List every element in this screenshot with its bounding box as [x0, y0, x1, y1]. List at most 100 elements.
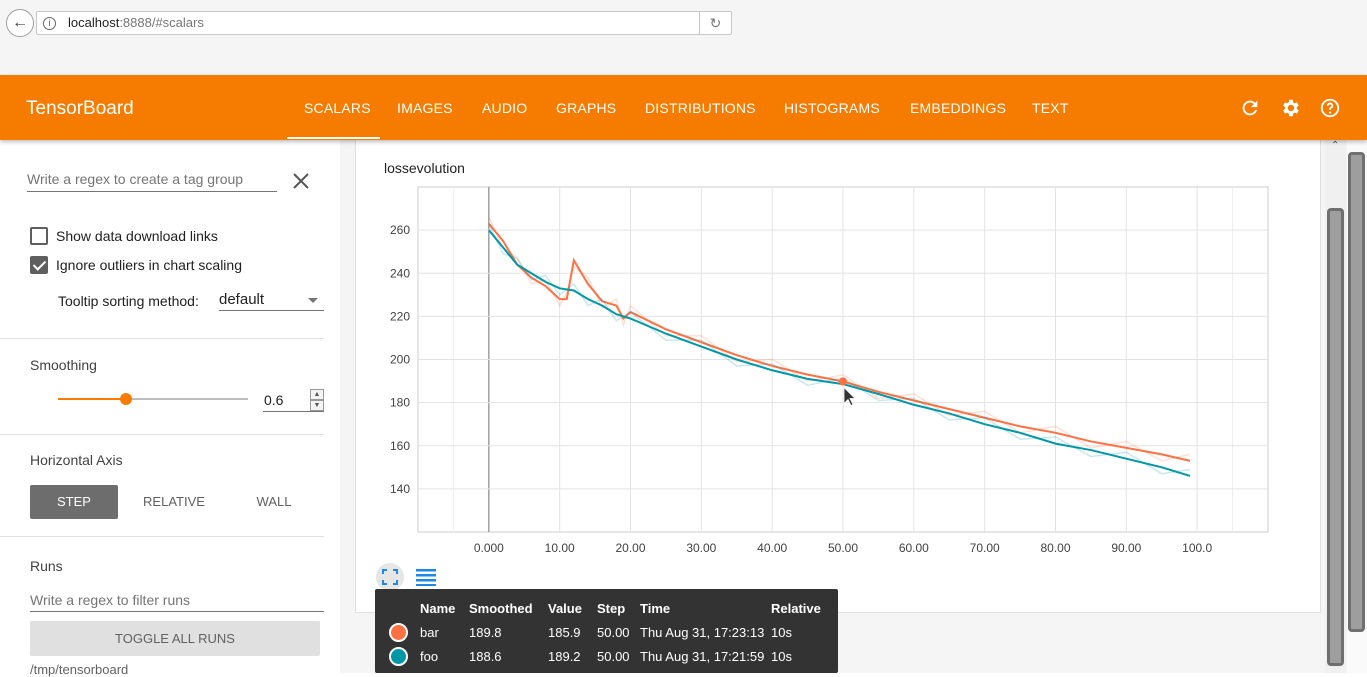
dropdown-caret-icon	[308, 298, 318, 303]
x-tick-label: 10.00	[545, 541, 575, 555]
page-scrollbar-thumb[interactable]	[1348, 152, 1365, 632]
x-tick-label: 100.0	[1182, 541, 1212, 555]
back-arrow-icon[interactable]: ←	[6, 9, 34, 37]
y-tick-label: 220	[390, 309, 410, 323]
loss-chart[interactable]: 0.000 10.00 20.00 30.00 40.00 50.00 60.00 70.00…	[355, 175, 1295, 565]
x-tick-label: 0.000	[474, 541, 504, 555]
tab-text[interactable]: TEXT	[1032, 100, 1069, 116]
settings-icon[interactable]	[1279, 97, 1301, 119]
y-tick-label: 200	[390, 353, 410, 367]
tab-audio[interactable]: AUDIO	[482, 100, 528, 116]
divider	[0, 536, 324, 537]
tooltip-header-smoothed: Smoothed	[469, 601, 533, 616]
x-tick-label: 30.00	[686, 541, 716, 555]
smoothing-slider-fill	[58, 398, 127, 400]
close-icon[interactable]	[291, 171, 311, 191]
x-tick-label: 50.00	[828, 541, 858, 555]
series-swatch	[389, 623, 408, 642]
hover-point	[839, 377, 847, 386]
chart-tooltip: Name Smoothed Value Step Time Relative b…	[375, 589, 838, 673]
tooltip-sort-select[interactable]: default	[219, 291, 324, 311]
smoothing-input[interactable]: 0.6 ▲ ▼	[263, 389, 324, 412]
tab-histograms[interactable]: HISTOGRAMS	[784, 100, 880, 116]
axis-wall-button[interactable]: WALL	[256, 494, 292, 509]
series-bar-line	[488, 223, 1191, 462]
tooltip-header-name: Name	[420, 601, 456, 616]
axis-step-button[interactable]: STEP	[30, 485, 118, 519]
x-tick-label: 60.00	[899, 541, 929, 555]
tooltip-sort-value: default	[219, 291, 265, 308]
tooltip-cell: Thu Aug 31, 17:21:59	[640, 649, 765, 664]
tab-distributions[interactable]: DISTRIBUTIONS	[645, 100, 756, 116]
tooltip-cell: 188.6	[469, 649, 502, 664]
horizontal-axis-title: Horizontal Axis	[30, 452, 123, 468]
x-tick-label: 20.00	[615, 541, 645, 555]
url-text: localhost:8888/#scalars	[68, 15, 204, 30]
reload-icon[interactable]	[1239, 97, 1261, 119]
tooltip-cell: 10s	[771, 625, 792, 640]
page-reload-icon[interactable]: ↻	[699, 12, 731, 34]
x-tick-label: 40.00	[757, 541, 787, 555]
tooltip-cell: 50.00	[597, 625, 630, 640]
info-icon[interactable]: i	[43, 17, 56, 30]
runs-title: Runs	[30, 558, 63, 574]
chart-title: lossevolution	[384, 160, 465, 176]
fullscreen-icon	[382, 569, 398, 585]
y-tick-label: 260	[390, 223, 410, 237]
x-tick-label: 80.00	[1040, 541, 1070, 555]
series-bar-raw-line	[488, 216, 1191, 462]
chart-card	[355, 140, 1321, 613]
scroll-up-icon[interactable]: ⌃	[1331, 140, 1340, 151]
tooltip-cell: 185.9	[548, 625, 581, 640]
app-title: TensorBoard	[26, 98, 134, 119]
tooltip-cell: 189.2	[548, 649, 581, 664]
tooltip-cell: 50.00	[597, 649, 630, 664]
app-header: TensorBoard SCALARS IMAGES AUDIO GRAPHS …	[0, 75, 1367, 140]
y-tick-label: 140	[390, 482, 410, 496]
tooltip-cell: foo	[420, 649, 439, 664]
tab-graphs[interactable]: GRAPHS	[556, 100, 617, 116]
expand-chart-button[interactable]	[376, 563, 404, 591]
toggle-all-runs-button[interactable]: TOGGLE ALL RUNS	[30, 621, 320, 656]
sidebar	[0, 140, 340, 673]
axis-relative-button[interactable]: RELATIVE	[143, 494, 205, 509]
mouse-cursor-icon	[843, 386, 856, 407]
series-foo-raw-line	[488, 223, 1191, 475]
runs-filter-input[interactable]: Write a regex to filter runs	[30, 592, 324, 612]
tooltip-header-time: Time	[640, 601, 671, 616]
tooltip-cell: Thu Aug 31, 17:23:13	[640, 625, 765, 640]
data-table-icon[interactable]	[415, 567, 437, 587]
tooltip-cell: bar	[420, 625, 439, 640]
active-tab-indicator	[287, 137, 380, 139]
chart-scrollbar-thumb[interactable]	[1327, 208, 1344, 666]
y-tick-label: 240	[390, 266, 410, 280]
smoothing-title: Smoothing	[30, 357, 97, 373]
browser-toolbar: ← i localhost:8888/#scalars ↻	[0, 0, 1367, 75]
tooltip-sort-label: Tooltip sorting method:	[58, 293, 199, 309]
smoothing-slider-knob[interactable]	[120, 393, 133, 405]
help-icon[interactable]	[1319, 97, 1341, 119]
tooltip-header-step: Step	[597, 601, 626, 616]
spin-down-icon[interactable]: ▼	[310, 400, 324, 411]
x-tick-label: 90.00	[1111, 541, 1141, 555]
ignore-outliers-label: Ignore outliers in chart scaling	[56, 257, 242, 273]
spin-up-icon[interactable]: ▲	[310, 389, 324, 400]
show-download-links-checkbox[interactable]	[30, 227, 48, 245]
series-foo-line	[488, 229, 1191, 477]
y-tick-label: 180	[390, 396, 410, 410]
smoothing-value: 0.6	[264, 392, 284, 408]
ignore-outliers-checkbox[interactable]	[30, 256, 48, 274]
address-bar[interactable]: i localhost:8888/#scalars ↻	[36, 11, 732, 35]
tooltip-header-relative: Relative	[771, 601, 821, 616]
divider	[0, 434, 324, 435]
divider	[0, 338, 324, 339]
smoothing-slider[interactable]	[58, 393, 248, 405]
tab-scalars[interactable]: SCALARS	[304, 100, 371, 116]
x-tick-label: 70.00	[970, 541, 1000, 555]
tooltip-cell: 189.8	[469, 625, 502, 640]
logdir-label: /tmp/tensorboard	[30, 662, 129, 677]
tag-group-input[interactable]: Write a regex to create a tag group	[27, 171, 277, 192]
tab-images[interactable]: IMAGES	[397, 100, 453, 116]
tab-embeddings[interactable]: EMBEDDINGS	[910, 100, 1007, 116]
y-tick-label: 160	[390, 439, 410, 453]
